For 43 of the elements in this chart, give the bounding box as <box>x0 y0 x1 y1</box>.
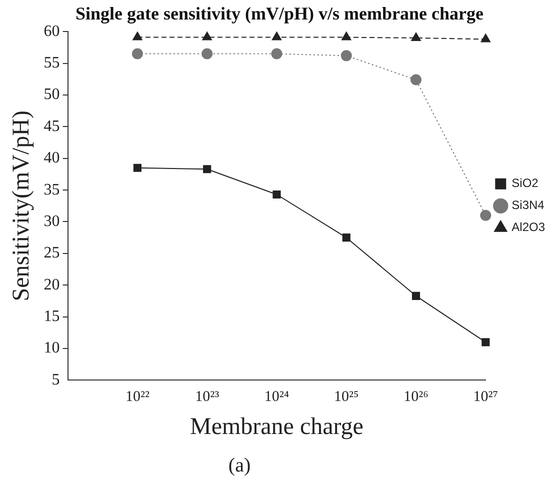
point <box>133 164 142 172</box>
point <box>203 165 212 174</box>
point <box>480 210 492 221</box>
y-tick-label: 20 <box>44 276 60 294</box>
point <box>342 32 352 40</box>
point <box>480 34 490 42</box>
point <box>410 74 422 86</box>
point <box>411 32 421 41</box>
y-axis-title: Sensitivity(mV/pH) <box>8 110 35 302</box>
point <box>132 48 143 60</box>
x-tick-label: 10²⁵ <box>334 389 359 406</box>
point <box>340 50 352 62</box>
legend-label: Al2O3 <box>512 220 546 234</box>
point <box>272 32 282 40</box>
y-tick-label: 10 <box>44 340 60 357</box>
point <box>412 292 420 300</box>
y-tick-label: 55 <box>44 54 60 72</box>
point <box>271 48 282 60</box>
legend-label: Si3N4 <box>512 198 545 212</box>
point <box>482 338 490 346</box>
y-tick-label: 30 <box>44 212 60 230</box>
x-tick-label: 10²³ <box>195 389 220 406</box>
y-tick-label: 15 <box>44 308 60 326</box>
x-tick-label: 10²² <box>125 389 150 406</box>
y-tick-label: 50 <box>44 86 60 104</box>
y-tick-label: 5 <box>52 371 60 388</box>
point <box>132 32 142 40</box>
chart-title: Single gate sensitivity (mV/pH) v/s membrane charge <box>76 3 484 24</box>
point <box>272 190 281 199</box>
x-tick-label: 10²⁷ <box>473 389 498 406</box>
text: (a) <box>228 454 251 476</box>
y-tick-label: 25 <box>44 244 60 262</box>
point <box>342 234 350 242</box>
y-tick-label: 35 <box>44 181 60 198</box>
x-axis-title: Membrane charge <box>190 414 364 440</box>
legend-label: SiO2 <box>512 176 539 190</box>
point <box>202 32 212 40</box>
x-tick-label: 10²⁴ <box>264 389 290 406</box>
x-tick-label: 10²⁶ <box>404 389 428 406</box>
y-tick-label: 60 <box>44 22 60 40</box>
point <box>202 48 213 60</box>
y-tick-label: 40 <box>44 150 60 167</box>
y-tick-label: 45 <box>44 118 60 135</box>
